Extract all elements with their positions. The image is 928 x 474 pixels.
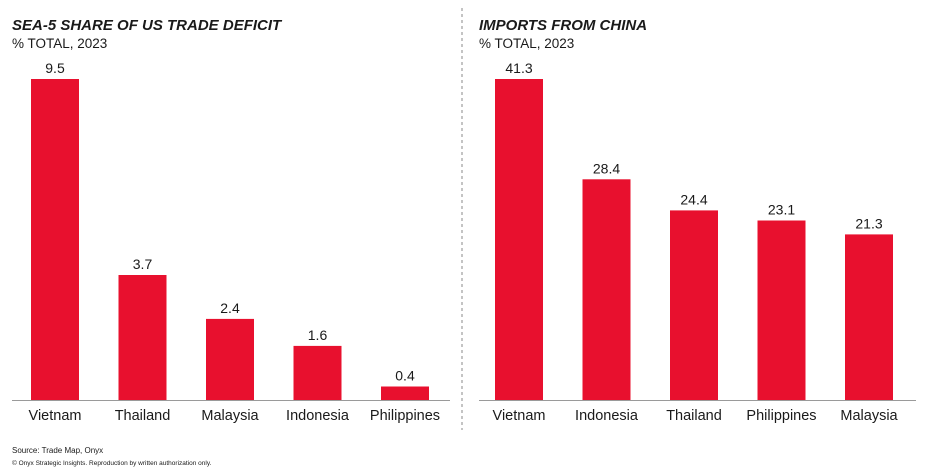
bar-malaysia	[206, 318, 254, 400]
bar-philippines	[381, 386, 429, 400]
bar-vietnam	[495, 79, 543, 400]
chart-subtitle: % TOTAL, 2023	[12, 36, 107, 51]
chart-title: SEA-5 SHARE OF US TRADE DEFICIT	[12, 17, 283, 34]
bar-vietnam	[31, 79, 79, 400]
bar-malaysia	[845, 234, 893, 400]
bar-philippines	[757, 220, 806, 400]
bar-value-label: 2.4	[220, 300, 240, 316]
bar-thailand	[670, 210, 718, 400]
chart-imports-from-china: IMPORTS FROM CHINA % TOTAL, 2023 41.3 Vie…	[479, 17, 916, 424]
chart-title: IMPORTS FROM CHINA	[479, 17, 647, 34]
bar-value-label: 24.4	[680, 191, 707, 207]
bar-group: 9.5 Vietnam 3.7 Thailand 2.4 Malaysia 1.6 Indon…	[29, 60, 441, 424]
bar-value-label: 28.4	[593, 160, 620, 176]
category-label: Vietnam	[493, 408, 546, 424]
bar-value-label: 0.4	[395, 368, 415, 384]
category-label: Malaysia	[840, 408, 898, 424]
bar-value-label: 23.1	[768, 202, 795, 218]
chart-us-trade-deficit: SEA-5 SHARE OF US TRADE DEFICIT % TOTAL,…	[12, 17, 450, 424]
bar-value-label: 41.3	[505, 60, 532, 76]
bar-value-label: 9.5	[45, 60, 65, 76]
bar-value-label: 1.6	[308, 327, 328, 343]
bar-value-label: 3.7	[133, 256, 153, 272]
category-label: Indonesia	[575, 408, 639, 424]
bar-indonesia	[582, 179, 631, 400]
category-label: Vietnam	[29, 408, 82, 424]
category-label: Thailand	[666, 408, 722, 424]
category-label: Malaysia	[201, 408, 259, 424]
source-note: Source: Trade Map, Onyx	[12, 446, 103, 455]
bar-indonesia	[293, 345, 342, 400]
bar-value-label: 21.3	[855, 215, 882, 231]
bar-group: 41.3 Vietnam 28.4 Indonesia 24.4 Thailand 23.1…	[493, 60, 899, 424]
copyright-note: © Onyx Strategic Insights. Reproduction …	[12, 459, 212, 467]
bar-thailand	[118, 275, 167, 400]
chart-subtitle: % TOTAL, 2023	[479, 36, 574, 51]
category-label: Philippines	[370, 408, 440, 424]
category-label: Indonesia	[286, 408, 350, 424]
category-label: Thailand	[115, 408, 171, 424]
category-label: Philippines	[746, 408, 816, 424]
